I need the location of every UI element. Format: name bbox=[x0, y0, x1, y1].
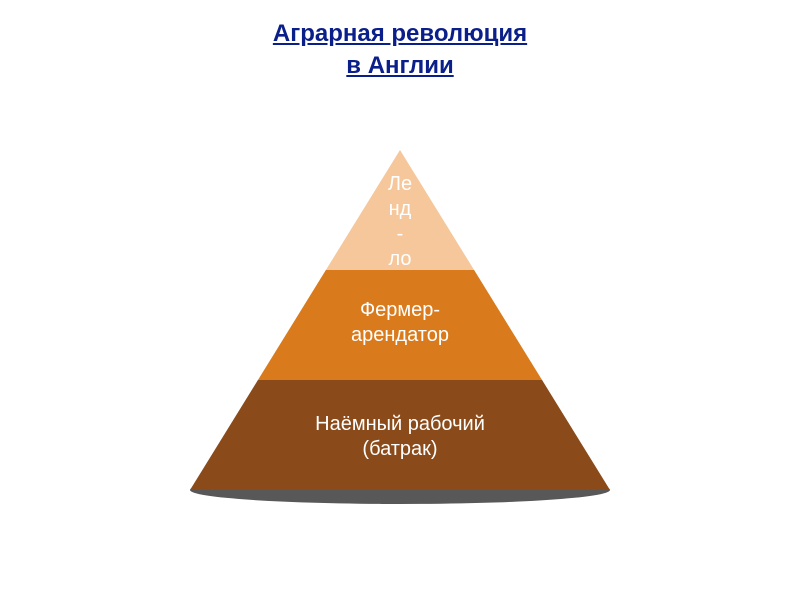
pyramid-diagram: Ленд-ло Фермер-арендатор Наёмный рабочий(б… bbox=[190, 150, 610, 504]
title-line-1: Аграрная революция bbox=[273, 20, 527, 47]
pyramid-label-top: Ленд-ло bbox=[190, 172, 610, 272]
title-line-2: в Англии bbox=[346, 52, 453, 79]
pyramid-label-bottom: Наёмный рабочий(батрак) bbox=[190, 412, 610, 462]
pyramid-label-middle: Фермер-арендатор bbox=[190, 298, 610, 348]
page-title: Аграрная революция в Англии bbox=[0, 0, 800, 83]
